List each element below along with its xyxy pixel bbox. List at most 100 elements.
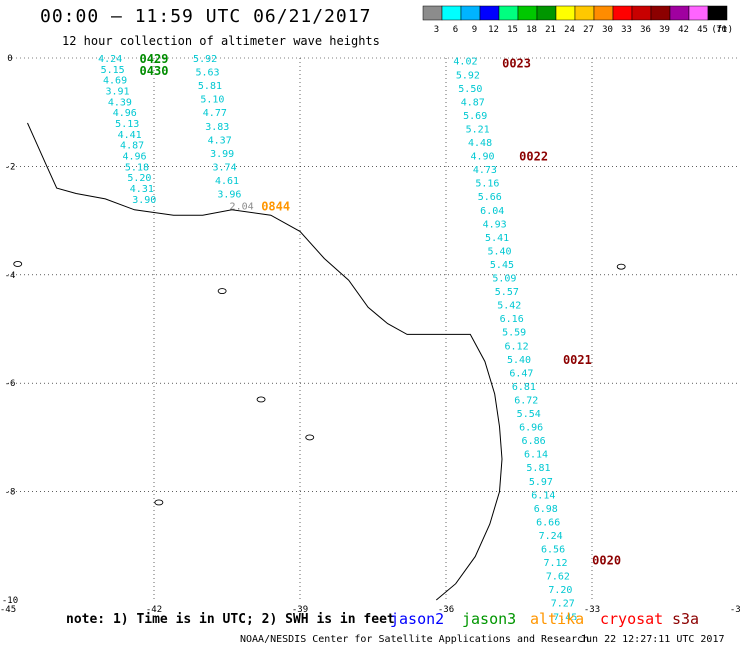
wave-height-value: 4.96 [113, 108, 137, 119]
pass-time-label: 0844 [261, 199, 290, 213]
track-middle-grey: 2.04 [230, 201, 254, 212]
island-outline [13, 261, 23, 267]
wave-height-value: 5.13 [115, 119, 139, 130]
satellite-name: altika [530, 610, 585, 628]
legend-unit: (ft) [711, 25, 733, 35]
wave-height-value: 7.45 [553, 612, 577, 620]
pass-time-label: 0020 [592, 553, 621, 567]
wave-height-value: 5.21 [466, 124, 490, 135]
track-west: 4.245.154.693.914.394.965.134.414.874.96… [98, 54, 156, 206]
wave-height-value: 5.50 [458, 84, 482, 95]
wave-height-value: 3.90 [132, 195, 156, 206]
x-tick-label: -45 [0, 605, 16, 615]
wave-height-value: 6.96 [519, 423, 543, 434]
wave-height-value: 5.54 [517, 409, 541, 420]
legend-value: 45 [697, 25, 708, 35]
y-tick-label: -4 [5, 271, 16, 281]
wave-height-value: 6.86 [522, 436, 546, 447]
wave-height-value: 4.41 [118, 130, 142, 141]
wave-height-value: 5.40 [507, 355, 531, 366]
satellite-name: jason3 [462, 610, 517, 628]
wave-height-value: 7.27 [551, 599, 575, 610]
wave-height-value: 3.83 [205, 122, 229, 133]
legend-value: 21 [545, 25, 556, 35]
y-tick-label: -6 [5, 379, 16, 389]
x-tick-label: -36 [438, 605, 454, 615]
legend-value: 42 [678, 25, 689, 35]
legend-value: 70 [716, 25, 727, 35]
legend-value: 3 [434, 25, 439, 35]
wave-height-value: 4.02 [453, 57, 477, 68]
island-outline [217, 288, 227, 295]
wave-height-value: 5.45 [490, 260, 514, 271]
pass-time-label: 0430 [140, 64, 169, 78]
pass-time-label: 0023 [502, 56, 531, 70]
footer-note: note: 1) Time is in UTC; 2) SWH is in fe… [66, 612, 395, 627]
wave-height-value: 6.04 [480, 206, 504, 217]
wave-height-value: 5.09 [492, 274, 516, 285]
y-tick-label: 0 [7, 54, 12, 64]
pass-time-label: 0021 [563, 353, 592, 367]
x-tick-label: -42 [146, 605, 162, 615]
legend-value: 12 [488, 25, 499, 35]
footer-credit: NOAA/NESDIS Center for Satellite Applica… [240, 634, 590, 645]
island-outline [154, 499, 164, 506]
footer-timestamp: Jun 22 12:27:11 UTC 2017 [580, 634, 725, 645]
wave-height-value: 6.98 [534, 504, 558, 515]
wave-height-value: 6.14 [531, 490, 555, 501]
color-legend: 3 6 9 12 15 18 21 24 27 30 33 36 39 42 45 70(ft) [422, 5, 733, 35]
wave-height-value: 5.57 [495, 287, 519, 298]
wave-height-value: 4.90 [470, 152, 494, 163]
satellite-name: s3a [672, 610, 700, 628]
wave-height-value: 5.40 [487, 246, 511, 257]
legend-value: 9 [472, 25, 477, 35]
wave-height-value: 4.87 [120, 141, 144, 152]
map-grid [8, 57, 738, 600]
wave-height-value: 7.20 [548, 585, 572, 596]
y-tick-label: -2 [5, 162, 16, 172]
island-outline [305, 434, 315, 441]
x-tick-label: -30 [730, 605, 740, 615]
wave-height-value: 5.97 [529, 477, 553, 488]
wave-height-value: 5.92 [193, 54, 217, 65]
wave-height-value: 3.91 [105, 87, 129, 98]
legend-value: 39 [659, 25, 670, 35]
wave-height-value: 7.24 [539, 531, 563, 542]
wave-height-value: 4.73 [473, 165, 497, 176]
wave-height-value: 5.69 [463, 111, 487, 122]
wave-height-value: 5.63 [195, 68, 219, 79]
wave-height-value: 4.39 [108, 97, 132, 108]
wave-height-value: 6.12 [505, 341, 529, 352]
wave-height-value: 5.92 [456, 70, 480, 81]
wave-height-value: 5.42 [497, 301, 521, 312]
wave-height-value: 3.74 [213, 162, 237, 173]
wave-height-value: 7.62 [546, 572, 570, 583]
wave-height-value: 4.48 [468, 138, 492, 149]
legend-value: 30 [602, 25, 613, 35]
wave-height-value: 5.16 [475, 179, 499, 190]
page-title: 00:00 – 11:59 UTC 06/21/2017 [40, 6, 372, 27]
satellite-name: jason2 [390, 610, 445, 628]
island-outline [256, 396, 266, 403]
page-subtitle: 12 hour collection of altimeter wave hei… [62, 34, 380, 48]
wave-height-value: 6.72 [514, 395, 538, 406]
wave-height-value: 5.41 [485, 233, 509, 244]
wave-height-value: 5.81 [526, 463, 550, 474]
pass-time-label: 0429 [140, 52, 169, 66]
wave-height-value: 4.93 [483, 219, 507, 230]
wave-height-value: 4.37 [208, 135, 232, 146]
wave-height-value: 6.66 [536, 517, 560, 528]
legend-swatch [707, 5, 728, 21]
x-tick-label: -39 [292, 605, 308, 615]
wave-height-value: 6.56 [541, 545, 565, 556]
legend-value: 18 [526, 25, 537, 35]
wave-height-value: 4.61 [215, 176, 239, 187]
legend-value: 33 [621, 25, 632, 35]
map-plot: -45-42-39-36-33-300-2-4-6-8-104.245.154.… [0, 52, 740, 620]
wave-height-value: 4.96 [122, 152, 146, 163]
y-tick-label: -8 [5, 488, 16, 498]
wave-height-value: 6.47 [509, 368, 533, 379]
wave-height-value: 2.04 [230, 201, 254, 212]
track-east: 4.02 5.92 5.50 4.87 5.69 5.21 4.48 4.90 4.73 5.16… [453, 57, 577, 620]
